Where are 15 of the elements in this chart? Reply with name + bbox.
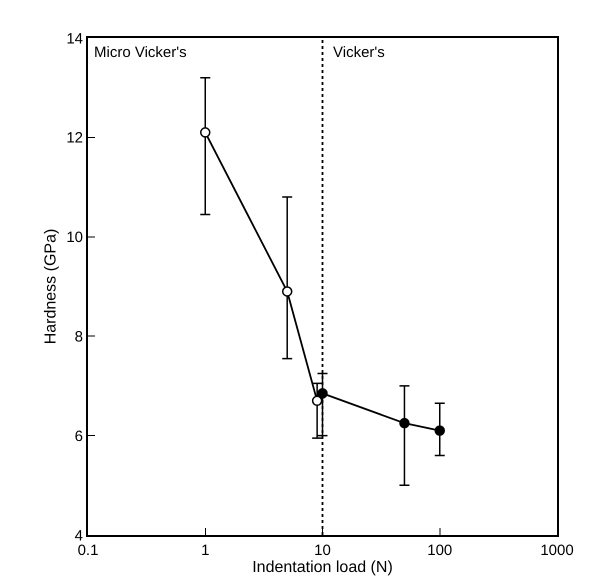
x-axis-title: Indentation load (N)	[252, 559, 393, 576]
y-axis-title: Hardness (GPa)	[42, 228, 60, 344]
y-tick-label: 4	[74, 527, 83, 544]
y-tick-label: 12	[66, 130, 83, 147]
y-tick-label: 6	[74, 428, 83, 445]
annotation: Micro Vicker's	[94, 44, 187, 61]
x-tick-label: 1000	[540, 542, 574, 559]
annotation: Vicker's	[333, 44, 385, 61]
x-tick-label: 0.1	[78, 542, 98, 559]
y-tick-label: 10	[66, 229, 83, 246]
x-tick-label: 1	[201, 542, 210, 559]
y-tick-label: 8	[74, 328, 83, 346]
y-tick-label: 14	[66, 30, 83, 48]
x-tick-label: 100	[427, 542, 452, 559]
x-tick-label: 10	[314, 542, 331, 559]
